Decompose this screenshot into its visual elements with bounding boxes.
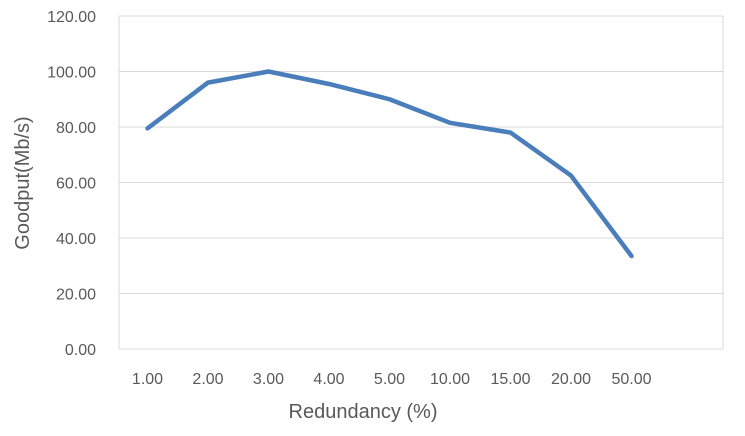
series-layer xyxy=(145,69,634,259)
x-tick-label: 2.00 xyxy=(192,371,223,388)
x-tick-label: 15.00 xyxy=(490,371,530,388)
y-tick-label: 20.00 xyxy=(56,287,96,304)
gridlines xyxy=(118,15,724,350)
series-line xyxy=(145,69,634,259)
x-tick-label: 1.00 xyxy=(132,371,163,388)
x-axis-title: Redundancy (%) xyxy=(289,401,438,423)
x-tick-label: 50.00 xyxy=(611,371,651,388)
y-tick-label: 60.00 xyxy=(56,176,96,193)
y-tick-label: 100.00 xyxy=(47,65,96,82)
x-tick-label: 4.00 xyxy=(313,371,344,388)
x-tick-label: 10.00 xyxy=(430,371,470,388)
y-tick-label: 120.00 xyxy=(47,9,96,26)
y-tick-label: 0.00 xyxy=(65,342,96,359)
y-tick-label: 80.00 xyxy=(56,120,96,137)
y-tick-label: 40.00 xyxy=(56,231,96,248)
y-axis-ticks: 0.00 20.00 40.00 60.00 80.00 100.00 120.00 xyxy=(47,9,96,359)
x-tick-label: 5.00 xyxy=(374,371,405,388)
x-tick-label: 3.00 xyxy=(253,371,284,388)
y-axis-title: Goodput(Mb/s) xyxy=(12,116,34,249)
x-axis-ticks: 1.00 2.00 3.00 4.00 5.00 10.00 15.00 20.00 50.00 xyxy=(132,371,652,388)
x-tick-label: 20.00 xyxy=(551,371,591,388)
